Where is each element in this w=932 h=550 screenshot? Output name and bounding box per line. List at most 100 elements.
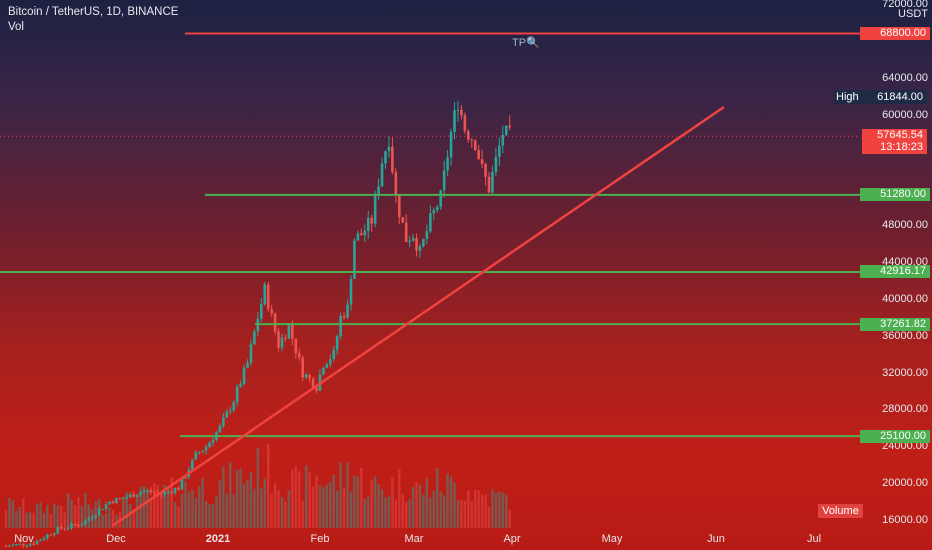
price-tick-label: 28000.00: [882, 403, 928, 416]
volume-bar: [322, 487, 325, 528]
candle-body: [487, 176, 491, 193]
candle-body: [122, 498, 125, 500]
candle-body: [242, 367, 246, 385]
candle-body: [301, 357, 304, 378]
volume-badge: Volume: [818, 504, 863, 518]
candle-body: [273, 313, 277, 332]
volume-bar: [408, 499, 411, 528]
candle-body: [498, 145, 501, 157]
price-tick-label: 24000.00: [882, 440, 928, 453]
volume-bar: [232, 493, 235, 528]
candle-body: [235, 386, 239, 403]
volume-bar: [208, 503, 211, 528]
volume-bar: [184, 481, 187, 528]
volume-bar: [415, 481, 418, 528]
volume-bar: [218, 480, 222, 528]
candle-body: [201, 450, 204, 453]
volume-bar: [56, 505, 59, 528]
candle-body: [246, 362, 249, 368]
volume-bar: [11, 500, 15, 528]
candle-body: [491, 172, 494, 193]
candle-body: [204, 446, 208, 451]
candle-body: [287, 325, 291, 339]
volume-bar: [153, 483, 156, 528]
high-tag: High 61844.00: [834, 90, 927, 104]
candle-body: [149, 490, 153, 493]
volume-bar: [32, 512, 35, 528]
volume-bar: [301, 500, 304, 528]
volume-bar: [394, 499, 398, 528]
trend-line: [111, 105, 725, 528]
candle-body: [35, 540, 39, 545]
candle-body: [225, 411, 229, 418]
volume-bar: [405, 501, 408, 528]
volume-bar: [204, 501, 208, 528]
volume-bar: [215, 496, 218, 528]
volume-bar: [360, 467, 363, 528]
candle-body: [142, 490, 146, 493]
candle-body: [94, 515, 97, 518]
candle-body: [28, 543, 32, 546]
volume-bar: [142, 485, 146, 528]
volume-bar: [73, 504, 77, 528]
candle-body: [194, 452, 198, 460]
price-tick-label: 40000.00: [882, 292, 928, 305]
volume-bar: [349, 491, 353, 528]
volume-bar: [94, 500, 97, 528]
volume-bar: [377, 484, 380, 528]
volume-bar: [460, 500, 463, 528]
candle-body: [384, 151, 387, 164]
price-tick-label: 48000.00: [882, 219, 928, 232]
candle-body: [170, 491, 173, 494]
volume-bar: [508, 509, 511, 528]
candle-body: [211, 440, 215, 443]
candle-body: [380, 163, 384, 187]
volume-indicator-label: Vol: [8, 21, 24, 33]
volume-bar: [160, 492, 163, 528]
volume-bar: [129, 503, 132, 528]
volume-bar: [336, 490, 339, 528]
volume-bar: [363, 498, 366, 528]
volume-bar: [436, 467, 439, 528]
volume-bar: [446, 473, 449, 528]
candle-body: [25, 545, 28, 547]
volume-bar: [256, 447, 260, 528]
volume-bar: [474, 489, 477, 528]
candle-body: [173, 488, 177, 494]
candle-body: [163, 491, 166, 495]
volume-bar: [353, 475, 356, 528]
volume-bar: [170, 477, 173, 528]
candle-body: [404, 222, 408, 243]
candle-body: [360, 233, 363, 236]
candle-body: [104, 504, 108, 509]
candle-body: [32, 543, 35, 545]
level-tag: 51280.00: [860, 188, 930, 202]
volume-bar: [491, 489, 494, 528]
candle-body: [49, 534, 53, 536]
volume-bar: [191, 489, 194, 528]
volume-bar: [425, 478, 429, 528]
volume-bar: [4, 509, 8, 528]
volume-bar: [280, 497, 284, 528]
volume-bar: [35, 504, 39, 528]
volume-bar: [308, 472, 311, 528]
tp-marker[interactable]: TP🔍: [512, 36, 540, 49]
volume-bar: [422, 494, 425, 528]
candle-body: [449, 131, 453, 158]
candle-body: [135, 495, 139, 497]
volume-bar: [456, 500, 460, 528]
candle-body: [442, 170, 446, 191]
volume-bar: [28, 511, 32, 528]
candle-body: [294, 338, 298, 354]
volume-bar: [101, 515, 104, 528]
price-tick-label: 16000.00: [882, 514, 928, 526]
candle-body: [480, 159, 484, 164]
volume-bar: [367, 495, 370, 528]
candle-body: [177, 488, 180, 490]
volume-bar: [18, 506, 21, 528]
last-price-value: 57645.54: [877, 129, 923, 141]
candle-body: [322, 367, 325, 375]
volume-bar: [418, 484, 422, 528]
volume-bar: [8, 497, 11, 528]
